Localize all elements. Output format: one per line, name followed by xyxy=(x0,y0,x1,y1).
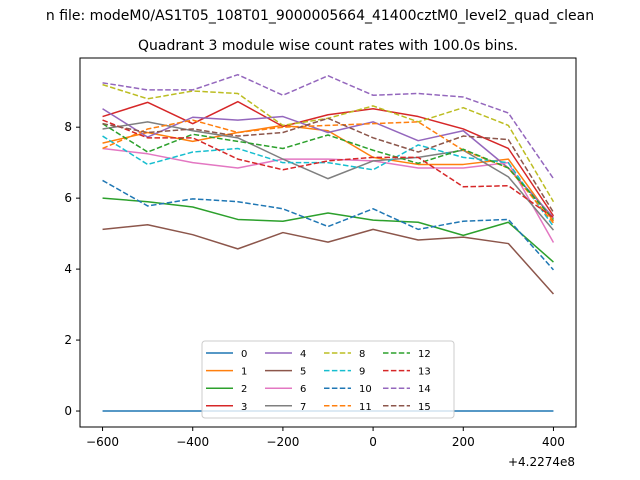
legend-label-15: 15 xyxy=(418,402,431,413)
figure-suptitle: n file: modeM0/AS1T05_108T01_9000005664_… xyxy=(46,8,594,24)
series-line-14 xyxy=(102,73,555,180)
legend-box xyxy=(201,340,455,419)
legend-label-5: 5 xyxy=(300,367,306,378)
series-line-6 xyxy=(102,147,555,243)
series-line-10 xyxy=(102,179,555,271)
legend-label-1: 1 xyxy=(241,367,247,378)
x-tick-label: −200 xyxy=(266,435,299,449)
x-tick-label: 0 xyxy=(369,435,377,449)
legend-label-2: 2 xyxy=(241,384,247,395)
plot-frame xyxy=(79,57,577,428)
legend-label-12: 12 xyxy=(418,349,431,360)
series-line-3 xyxy=(102,100,555,217)
y-tick-label: 0 xyxy=(64,404,72,418)
y-tick-label: 8 xyxy=(64,120,72,134)
series-line-2 xyxy=(102,197,554,263)
legend-label-6: 6 xyxy=(300,384,306,395)
legend-label-8: 8 xyxy=(359,349,365,360)
legend-label-0: 0 xyxy=(241,349,247,360)
series-line-9 xyxy=(102,135,555,227)
series-line-4 xyxy=(102,108,555,219)
series-layer xyxy=(102,73,555,412)
legend-label-11: 11 xyxy=(359,402,372,413)
legend-label-13: 13 xyxy=(418,367,431,378)
series-line-5 xyxy=(102,224,555,295)
legend-label-14: 14 xyxy=(418,384,431,395)
x-tick-label: −600 xyxy=(86,435,119,449)
legend-label-3: 3 xyxy=(241,402,247,413)
x-tick-label: 400 xyxy=(542,435,565,449)
y-tick-label: 6 xyxy=(64,191,72,205)
legend-label-9: 9 xyxy=(359,367,365,378)
legend-label-10: 10 xyxy=(359,384,372,395)
series-line-1 xyxy=(102,124,555,222)
x-axis: −600 −400 −200 0 200 400 xyxy=(86,427,565,449)
y-axis: 0 2 4 6 8 xyxy=(64,120,80,418)
chart-title: Quadrant 3 module wise count rates with … xyxy=(138,38,518,54)
x-offset-label: +4.2274e8 xyxy=(508,455,575,469)
x-tick-label: 200 xyxy=(452,435,475,449)
y-tick-label: 2 xyxy=(64,333,72,347)
y-tick-label: 4 xyxy=(64,262,72,276)
legend-label-7: 7 xyxy=(300,402,306,413)
series-line-15 xyxy=(102,117,555,213)
legend-label-4: 4 xyxy=(300,349,306,360)
series-line-12 xyxy=(102,123,555,220)
x-tick-label: −400 xyxy=(176,435,209,449)
